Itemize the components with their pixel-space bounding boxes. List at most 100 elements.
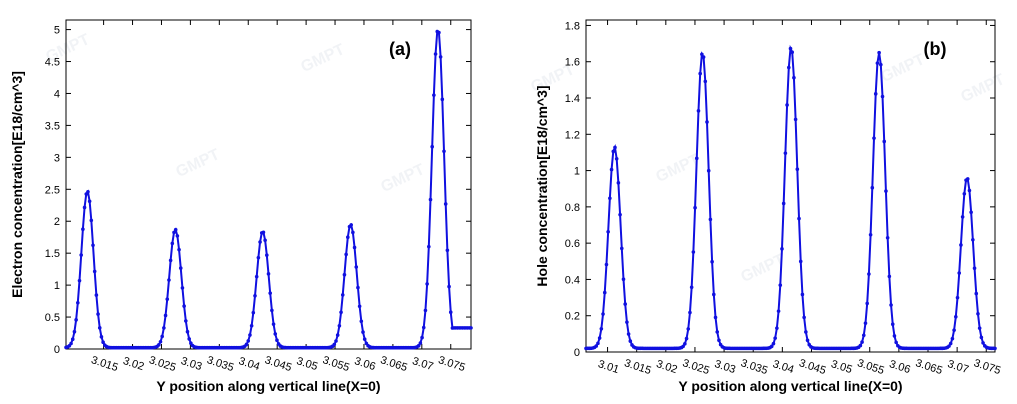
data-point xyxy=(700,52,704,57)
data-point xyxy=(686,327,691,331)
data-point xyxy=(694,156,699,161)
x-tick-label: 3.06 xyxy=(888,358,912,376)
data-point xyxy=(870,185,875,190)
data-point xyxy=(947,344,951,348)
data-point xyxy=(613,145,617,150)
x-tick-label: 3.065 xyxy=(379,354,409,374)
data-point xyxy=(614,157,619,161)
data-point xyxy=(974,291,979,296)
data-point xyxy=(972,266,977,270)
data-point xyxy=(165,297,170,301)
plot-frame xyxy=(65,19,472,350)
data-point xyxy=(959,243,963,247)
data-point xyxy=(608,196,612,201)
data-point xyxy=(609,167,614,172)
data-point xyxy=(948,341,953,346)
data-point xyxy=(865,301,869,306)
data-point xyxy=(860,340,864,344)
data-point xyxy=(92,269,97,274)
data-point xyxy=(354,265,359,269)
data-point xyxy=(884,189,888,193)
y-tick-label: 5 xyxy=(54,25,60,37)
data-point xyxy=(335,333,340,337)
x-tick-label: 3.015 xyxy=(90,354,120,374)
data-point xyxy=(74,318,78,322)
data-point xyxy=(781,201,786,206)
data-point xyxy=(967,188,972,193)
data-point xyxy=(275,338,279,343)
data-point xyxy=(619,246,624,251)
data-point xyxy=(981,341,985,345)
x-tick-label: 3.035 xyxy=(739,357,769,377)
data-point xyxy=(178,266,183,270)
data-point xyxy=(783,151,788,155)
data-point xyxy=(445,248,450,253)
data-point xyxy=(421,325,426,330)
data-point xyxy=(440,97,445,102)
data-point xyxy=(447,284,451,289)
data-point xyxy=(863,321,868,325)
data-point xyxy=(352,245,357,250)
data-point xyxy=(787,65,791,70)
x-tick-label: 3.045 xyxy=(263,354,293,374)
data-point xyxy=(805,338,810,343)
data-point xyxy=(82,205,87,210)
data-point xyxy=(357,304,362,309)
data-point xyxy=(625,320,629,324)
data-point xyxy=(273,332,278,336)
data-point xyxy=(340,293,345,297)
y-tick-label: 4.5 xyxy=(45,57,60,69)
data-point xyxy=(89,218,94,223)
x-tick-label: 3.06 xyxy=(353,355,377,373)
x-tick-label: 3.025 xyxy=(681,357,711,377)
data-point xyxy=(880,94,885,99)
data-point xyxy=(261,230,266,235)
data-point xyxy=(342,272,347,277)
data-point xyxy=(346,235,350,240)
data-point xyxy=(701,55,706,59)
data-point xyxy=(775,326,779,330)
x-tick-label: 3.02 xyxy=(655,358,679,376)
data-point xyxy=(616,181,621,185)
data-point xyxy=(362,337,367,341)
data-point xyxy=(705,120,709,124)
data-point xyxy=(954,314,958,319)
y-tick-label: 0.6 xyxy=(565,238,580,250)
data-point xyxy=(601,312,605,316)
data-point xyxy=(979,335,984,340)
data-point xyxy=(885,235,890,240)
data-point xyxy=(706,168,711,173)
y-tick-label: 0 xyxy=(54,344,60,356)
data-point xyxy=(688,310,692,315)
data-point xyxy=(270,308,274,313)
data-point xyxy=(97,326,102,330)
x-axis-title: Y position along vertical line(X=0) xyxy=(156,378,380,394)
y-tick-label: 2.5 xyxy=(45,184,60,196)
y-tick-label: 0.8 xyxy=(565,202,580,214)
data-point xyxy=(872,136,876,140)
y-tick-label: 3 xyxy=(54,152,60,164)
data-point xyxy=(158,339,163,344)
data-point xyxy=(962,191,967,196)
data-point xyxy=(423,308,428,313)
y-tick-label: 1.6 xyxy=(565,57,580,69)
x-tick-label: 3.055 xyxy=(321,354,351,374)
data-point xyxy=(771,341,776,346)
data-point xyxy=(696,109,701,113)
data-point xyxy=(101,340,105,345)
data-point xyxy=(157,343,161,347)
data-point xyxy=(712,292,716,297)
x-tick-label: 3.03 xyxy=(179,355,203,373)
data-point xyxy=(263,238,267,243)
data-point xyxy=(776,309,781,313)
data-point xyxy=(882,139,887,144)
x-axis-title: Y position along vertical line(X=0) xyxy=(678,378,902,394)
data-point xyxy=(185,329,190,334)
chart-panel-2: 00.20.40.60.811.21.41.61.83.01 3.015 3.02 3… xyxy=(534,19,1002,394)
data-point xyxy=(266,272,271,276)
data-point xyxy=(79,253,83,257)
data-point xyxy=(868,232,873,237)
data-point xyxy=(887,274,892,279)
data-point xyxy=(361,330,365,334)
x-tick-label: 3.065 xyxy=(914,357,944,377)
